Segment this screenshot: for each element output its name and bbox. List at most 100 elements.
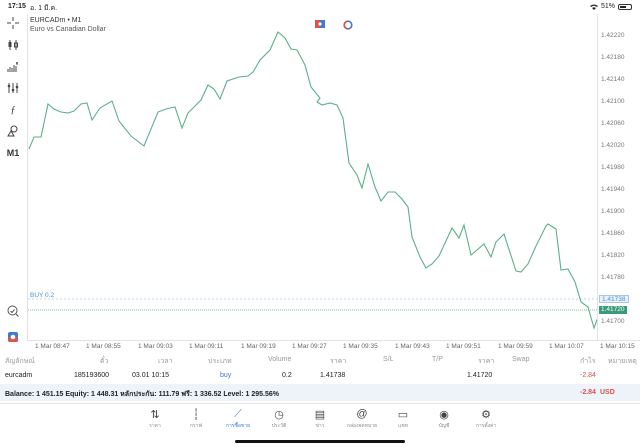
nav-history[interactable]: ◷ ประวัติ (259, 408, 299, 430)
battery-percent: 51% (600, 3, 615, 10)
x-tick: 1 Mar 09:59 (498, 343, 533, 350)
quotes-icon: ⇅ (150, 409, 160, 421)
battery-icon (618, 3, 632, 10)
x-tick: 1 Mar 09:03 (138, 343, 173, 350)
x-tick: 1 Mar 09:19 (241, 343, 276, 350)
trade-panel-icon[interactable] (315, 20, 325, 28)
chart-top-icons (315, 20, 353, 30)
bid-price-tag: 1.41738 (599, 295, 629, 303)
y-tick: 1.41980 (601, 164, 625, 171)
total-profit: -2.84 (580, 389, 596, 396)
col-profit[interactable]: กำไร (580, 358, 596, 365)
y-tick: 1.42140 (601, 76, 625, 83)
y-tick: 1.42220 (601, 32, 625, 39)
cell-time: 03.01 10:15 (132, 372, 169, 379)
price-chart[interactable] (27, 14, 598, 340)
positions-table: สัญลักษณ์ ตั๋ว เวลา ประเภท Volume ราคา S… (0, 352, 640, 401)
y-tick: 1.41900 (601, 208, 625, 215)
y-tick: 1.42060 (601, 120, 625, 127)
cell-symbol: eurcadm (5, 372, 33, 379)
cell-profit: -2.84 (580, 372, 596, 379)
col-price[interactable]: ราคา (330, 358, 347, 365)
x-tick: 1 Mar 09:43 (395, 343, 430, 350)
x-tick: 1 Mar 08:47 (35, 343, 70, 350)
account-summary-text: Balance: 1 451.15 Equity: 1 448.31 หลักป… (5, 391, 279, 398)
objects-icon[interactable] (4, 124, 22, 138)
col-swap[interactable]: Swap (512, 356, 530, 363)
col-symbol[interactable]: สัญลักษณ์ (5, 358, 35, 365)
cell-price-open: 1.41738 (320, 372, 346, 379)
cell-ticket: 185193600 (74, 372, 110, 379)
settings-sliders-icon[interactable] (4, 81, 22, 95)
status-date: อ. 1 มี.ค. (30, 5, 58, 12)
col-sl[interactable]: S/L (383, 356, 394, 363)
y-tick: 1.41700 (601, 318, 625, 325)
cell-type: buy (220, 372, 232, 379)
nav-trade[interactable]: ⟋ การซื้อขาย (218, 408, 258, 430)
col-type[interactable]: ประเภท (208, 358, 232, 365)
y-tick: 1.42180 (601, 54, 625, 61)
y-tick: 1.41940 (601, 186, 625, 193)
y-tick: 1.41780 (601, 274, 625, 281)
chart-icon: ┆ (192, 409, 200, 421)
price-line (28, 31, 598, 330)
crosshair-icon[interactable] (4, 16, 22, 30)
symbol-label[interactable]: EURCADm • M1 (30, 17, 82, 24)
col-volume[interactable]: Volume (268, 356, 292, 363)
col-ticket[interactable]: ตั๋ว (100, 358, 109, 365)
chart-canvas (28, 31, 598, 330)
col-comment[interactable]: หมายเหตุ (608, 358, 637, 365)
home-indicator[interactable] (235, 440, 405, 443)
chat-icon: ▭ (397, 409, 409, 421)
gear-icon: ⚙ (481, 409, 491, 421)
nav-settings[interactable]: ⚙ การตั้งค่า (466, 408, 506, 430)
indicators-icon[interactable] (4, 60, 22, 74)
zoom-chart-icon[interactable] (4, 304, 22, 318)
x-tick: 1 Mar 09:11 (189, 343, 224, 350)
currency: USD (600, 389, 615, 396)
status-right: 51% (589, 3, 632, 10)
trade-icon: ⟋ (234, 408, 242, 420)
price-axis[interactable]: 1.42220 1.42180 1.42140 1.42100 1.42060 … (597, 14, 640, 340)
y-tick: 1.42100 (601, 98, 625, 105)
col-price-current[interactable]: ราคา (478, 358, 495, 365)
col-time[interactable]: เวลา (158, 358, 173, 365)
chart-title: EURCADm • M1 Euro vs Canadian Dollar (30, 16, 106, 34)
market-depth-icon[interactable] (343, 20, 353, 30)
nav-chat[interactable]: ▭ แชท (383, 408, 423, 430)
y-tick: 1.41820 (601, 252, 625, 259)
nav-quotes[interactable]: ⇅ ราคา (135, 408, 175, 430)
cell-volume: 0.2 (282, 372, 292, 379)
nav-chart[interactable]: ┆ กราฟ (176, 408, 216, 430)
x-tick: 1 Mar 09:35 (343, 343, 378, 350)
account-icon: ◉ (439, 409, 449, 421)
x-tick: 1 Mar 10:15 (600, 343, 635, 350)
candlestick-icon[interactable] (4, 38, 22, 52)
function-icon[interactable]: ƒ (10, 104, 16, 116)
symbol-description: Euro vs Canadian Dollar (30, 26, 106, 33)
y-tick: 1.41860 (601, 230, 625, 237)
wifi-icon (589, 4, 598, 10)
last-price-tag: 1.41720 (599, 306, 627, 314)
nav-news[interactable]: ▤ ข่าว (300, 408, 340, 430)
nav-mailbox[interactable]: @ กล่องจดหมาย (342, 408, 382, 430)
table-row[interactable]: eurcadm 185193600 03.01 10:15 buy 0.2 1.… (0, 368, 640, 384)
time-axis[interactable]: 1 Mar 08:47 1 Mar 08:55 1 Mar 09:03 1 Ma… (27, 340, 640, 350)
x-tick: 1 Mar 08:55 (86, 343, 121, 350)
timeframe-button[interactable]: M1 (6, 148, 20, 158)
mail-icon: @ (356, 408, 368, 420)
chart-toolbar: ƒ M1 (0, 14, 27, 344)
history-icon: ◷ (274, 409, 284, 421)
x-tick: 1 Mar 09:27 (292, 343, 327, 350)
y-tick: 1.42020 (601, 142, 625, 149)
account-summary: Balance: 1 451.15 Equity: 1 448.31 หลักป… (0, 384, 640, 401)
news-icon: ▤ (314, 409, 326, 421)
col-tp[interactable]: T/P (432, 356, 443, 363)
nav-account[interactable]: ◉ บัญชี (424, 408, 464, 430)
buy-line-label[interactable]: BUY 0.2 (30, 292, 55, 299)
cell-price-current: 1.41720 (467, 372, 493, 379)
one-click-trading-icon[interactable] (4, 330, 22, 344)
status-bar: 17:15 อ. 1 มี.ค. 51% (0, 0, 640, 14)
x-tick: 1 Mar 10:07 (549, 343, 584, 350)
table-header: สัญลักษณ์ ตั๋ว เวลา ประเภท Volume ราคา S… (0, 352, 640, 368)
